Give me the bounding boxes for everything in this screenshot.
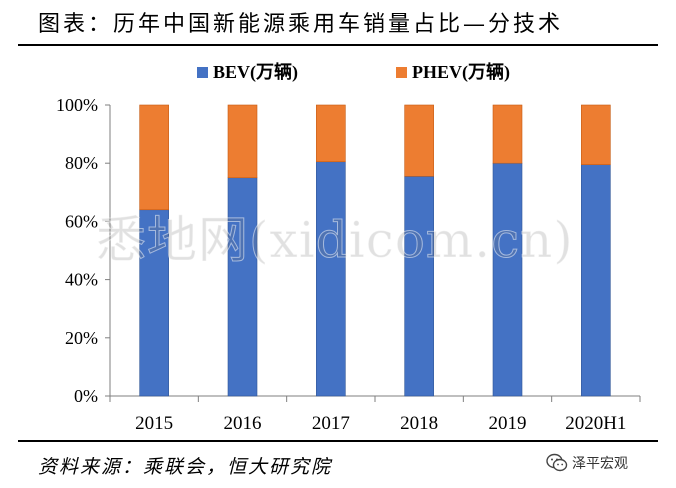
- y-tick-label: 0%: [74, 386, 98, 406]
- x-tick-label: 2015: [135, 413, 173, 434]
- bar-bev-2020h1: [581, 164, 611, 397]
- wechat-icon: [546, 453, 568, 472]
- bar-phev-2020h1: [581, 104, 611, 165]
- bar-phev-2018: [404, 104, 434, 177]
- y-tick-label: 60%: [65, 211, 98, 231]
- bar-phev-2019: [492, 104, 523, 164]
- bar-bev-2019: [492, 162, 523, 397]
- bar-bev-2017: [316, 161, 346, 397]
- y-tick-label: 40%: [65, 270, 98, 290]
- y-tick-label: 100%: [56, 95, 98, 115]
- x-tick-label: 2019: [489, 413, 527, 434]
- x-tick-label: 2017: [312, 413, 350, 434]
- legend-swatch-bev: [197, 67, 208, 78]
- title-divider: [18, 44, 658, 46]
- legend-swatch-phev: [396, 67, 407, 78]
- source-note: 资料来源：乘联会，恒大研究院: [38, 456, 333, 478]
- bar-phev-2016: [227, 104, 258, 179]
- bar-bev-2018: [404, 175, 434, 397]
- x-tick-label: 2016: [224, 413, 262, 434]
- bar-phev-2017: [316, 104, 346, 163]
- legend-label-phev: PHEV(万辆): [412, 61, 510, 83]
- stacked-bar-chart: 0% 20% 40% 60% 80% 100% 2015 2016 2017 2018 2019 20…: [56, 61, 641, 434]
- wechat-account-label: 泽平宏观: [572, 456, 628, 472]
- bar-phev-2015: [139, 104, 169, 211]
- wechat-badge[interactable]: 泽平宏观: [546, 452, 628, 474]
- bar-bev-2015: [139, 209, 169, 397]
- x-tick-label: 2020H1: [565, 413, 626, 434]
- page-title: 图表：历年中国新能源乘用车销量占比—分技术: [38, 12, 564, 37]
- x-tick-label: 2018: [400, 413, 438, 434]
- footer-divider: [18, 440, 658, 442]
- legend-label-bev: BEV(万辆): [213, 61, 298, 83]
- bar-bev-2016: [227, 177, 258, 397]
- y-tick-label: 80%: [65, 153, 98, 173]
- y-tick-label: 20%: [65, 328, 98, 348]
